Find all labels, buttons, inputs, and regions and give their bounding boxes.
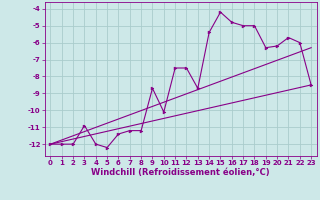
X-axis label: Windchill (Refroidissement éolien,°C): Windchill (Refroidissement éolien,°C) — [92, 168, 270, 177]
